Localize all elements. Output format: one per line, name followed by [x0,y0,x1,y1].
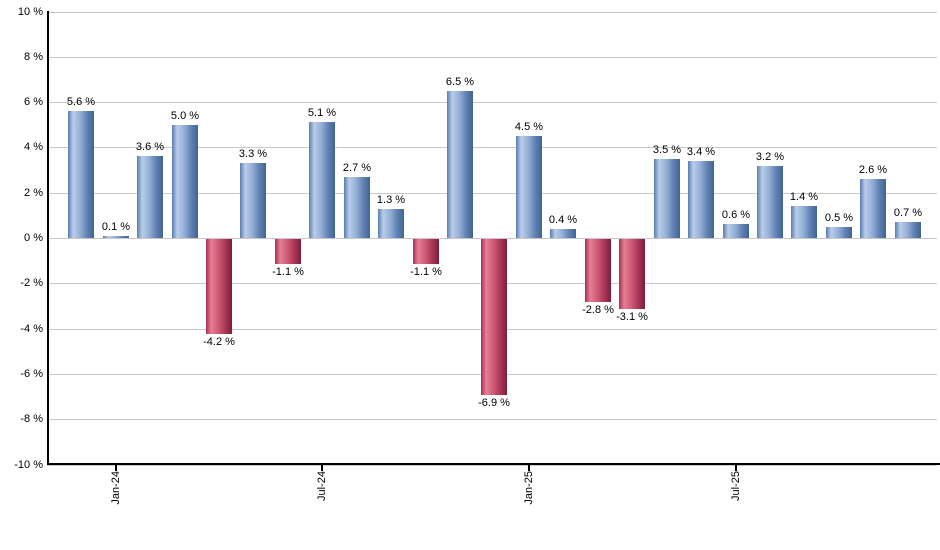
positive-bar [344,177,370,238]
bar-value-label: 5.0 % [170,110,200,122]
y-axis-tick-label: -8 % [20,413,43,425]
bar-value-label: 3.6 % [135,141,165,153]
y-axis-tick-label: 2 % [24,187,43,199]
y-axis-tick-label: -2 % [20,277,43,289]
bar-value-label: 3.2 % [755,151,785,163]
positive-bar [688,161,714,238]
gridline [47,102,937,103]
bar-value-label: 3.4 % [686,146,716,158]
bar-value-label: 5.6 % [66,96,96,108]
bar-value-label: 0.5 % [824,212,854,224]
bar-value-label: -3.1 % [616,311,648,323]
gridline [47,193,937,194]
bar-value-label: -1.1 % [410,266,442,278]
positive-bar [378,209,404,238]
negative-bar [413,239,439,264]
y-axis-tick-label: 10 % [17,6,43,18]
x-axis [47,463,940,465]
positive-bar [172,125,198,238]
y-axis [47,11,49,465]
y-axis-tick-label: 4 % [24,141,43,153]
bar-value-label: -4.2 % [203,336,235,348]
bar-value-label: 0.4 % [548,214,578,226]
positive-bar [103,236,129,238]
negative-bar [619,239,645,309]
positive-bar [516,136,542,238]
bar-value-label: 0.1 % [101,221,131,233]
bar-value-label: 0.6 % [721,209,751,221]
positive-bar [895,222,921,238]
y-axis-tick-label: 8 % [24,51,43,63]
bar-value-label: 2.7 % [342,162,372,174]
bar-value-label: 4.5 % [514,121,544,133]
negative-bar [585,239,611,302]
bar-value-label: -2.8 % [582,304,614,316]
negative-bar [275,239,301,264]
x-axis-tick-label: Jan-25 [523,471,535,505]
bar-value-label: 1.4 % [789,191,819,203]
y-axis-tick-label: -6 % [20,368,43,380]
x-axis-tick-label: Jan-24 [110,471,122,505]
x-axis-tick [528,463,530,471]
bar-value-label: -1.1 % [272,266,304,278]
bar-value-label: 3.5 % [652,144,682,156]
y-axis-tick-label: -4 % [20,323,43,335]
positive-bar [309,122,335,238]
positive-bar [860,179,886,238]
positive-bar [791,206,817,238]
x-axis-tick-label: Jul-25 [730,471,742,501]
positive-bar [723,224,749,238]
bar-value-label: 2.6 % [858,164,888,176]
positive-bar [68,111,94,238]
x-axis-tick [321,463,323,471]
y-axis-tick-label: 0 % [24,232,43,244]
positive-bar [757,166,783,238]
positive-bar [654,159,680,238]
positive-bar [550,229,576,238]
bar-value-label: 3.3 % [238,148,268,160]
positive-bar [447,91,473,238]
bar-value-label: 0.7 % [893,207,923,219]
positive-bar [826,227,852,238]
gridline [47,12,937,13]
x-axis-tick-label: Jul-24 [316,471,328,501]
gridline [47,57,937,58]
gridline [47,147,937,148]
gridline [47,465,937,466]
positive-bar [240,163,266,238]
gridline [47,238,937,239]
positive-bar [137,156,163,238]
gridline [47,419,937,420]
negative-bar [481,239,507,395]
y-axis-tick-label: 6 % [24,96,43,108]
negative-bar [206,239,232,334]
bar-value-label: 1.3 % [376,194,406,206]
bar-value-label: 6.5 % [445,76,475,88]
x-axis-tick [735,463,737,471]
bar-value-label: -6.9 % [478,397,510,409]
bar-value-label: 5.1 % [307,107,337,119]
y-axis-tick-label: -10 % [14,459,43,471]
x-axis-tick [115,463,117,471]
